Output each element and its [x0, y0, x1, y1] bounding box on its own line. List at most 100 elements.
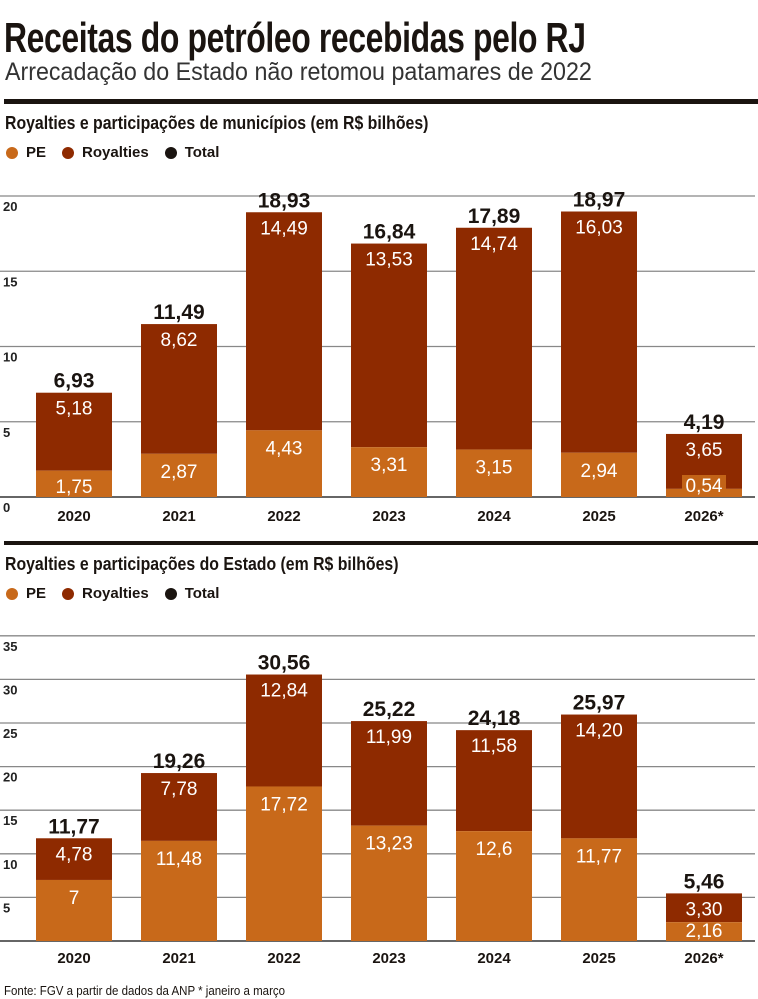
x-tick-label: 2026* [684, 508, 723, 525]
royalties-value-label: 4,78 [56, 844, 93, 865]
royalties-value-label: 13,53 [365, 250, 413, 271]
bar-royalties [456, 227, 532, 450]
royalties-value-label: 11,58 [471, 736, 517, 757]
bar-royalties [351, 243, 427, 448]
royalties-value-label: 11,99 [366, 727, 412, 748]
y-tick-label: 20 [3, 770, 17, 785]
royalties-value-label: 3,30 [686, 899, 723, 920]
pe-value-label: 3,31 [371, 455, 408, 476]
bar-royalties [456, 730, 532, 832]
royalties-value-label: 12,84 [260, 681, 308, 702]
legend-pe: PE [26, 585, 47, 602]
x-tick-label: 2026* [684, 950, 723, 967]
y-tick-label: 15 [3, 813, 17, 828]
x-tick-label: 2023 [372, 508, 405, 525]
bar-royalties [36, 838, 112, 880]
chart1-title: Royalties e participações de municípios … [5, 113, 429, 133]
x-tick-label: 2020 [57, 950, 90, 967]
bar-royalties [246, 212, 322, 431]
bar-pe [666, 922, 742, 941]
total-value-label: 30,56 [258, 652, 311, 675]
bar-royalties [246, 674, 322, 787]
total-value-label: 24,18 [468, 707, 521, 730]
pe-value-label: 2,94 [581, 461, 618, 482]
bar-royalties [561, 714, 637, 839]
pe-value-label: 1,75 [56, 477, 93, 498]
pe-value-label: 13,23 [365, 834, 413, 855]
bar-pe [36, 879, 112, 941]
royalties-value-label: 14,74 [470, 234, 518, 255]
total-value-label: 18,93 [258, 189, 311, 212]
pe-value-label: 0,54 [686, 476, 723, 497]
y-tick-label: 10 [3, 350, 17, 365]
section-rule [4, 541, 758, 545]
chart2-title: Royalties e participações do Estado (em … [5, 554, 399, 574]
bar-pe [141, 453, 217, 497]
royalties-value-label: 5,18 [56, 399, 93, 420]
pe-value-label: 11,48 [156, 849, 202, 870]
pe-value-label: 2,16 [686, 921, 723, 942]
x-tick-label: 2025 [582, 508, 615, 525]
y-tick-label: 0 [3, 500, 10, 515]
y-tick-label: 30 [3, 682, 17, 697]
total-value-label: 19,26 [153, 750, 206, 773]
bar-royalties [36, 392, 112, 471]
bar-royalties [351, 721, 427, 826]
total-value-label: 25,97 [573, 692, 626, 715]
total-value-label: 17,89 [468, 205, 521, 228]
pe-label-box [682, 475, 726, 495]
pe-value-label: 7 [69, 888, 80, 909]
total-value-label: 6,93 [54, 370, 95, 393]
royalties-value-label: 16,03 [575, 218, 623, 239]
source-footer: Fonte: FGV a partir de dados da ANP * ja… [4, 984, 286, 998]
royalties-value-label: 14,49 [260, 218, 308, 239]
y-tick-label: 20 [3, 199, 17, 214]
pe-value-label: 4,43 [266, 438, 303, 459]
legend-royalties: Royalties [82, 585, 149, 602]
chart1-legend: PE Royalties Total [6, 144, 219, 161]
pe-value-label: 12,6 [476, 839, 513, 860]
legend-pe: PE [26, 144, 47, 161]
x-tick-label: 2022 [267, 508, 300, 525]
total-value-label: 11,77 [48, 815, 99, 838]
x-tick-label: 2025 [582, 950, 615, 967]
y-tick-label: 10 [3, 857, 17, 872]
y-tick-label: 5 [3, 425, 10, 440]
x-tick-label: 2023 [372, 950, 405, 967]
legend-total: Total [184, 144, 220, 161]
chart2-legend: PE Royalties Total [6, 585, 219, 602]
bar-pe [141, 840, 217, 941]
total-value-label: 25,22 [363, 698, 416, 721]
bar-royalties [141, 324, 217, 454]
royalties-value-label: 7,78 [161, 779, 198, 800]
bar-pe [351, 825, 427, 941]
total-value-label: 18,97 [573, 189, 626, 212]
x-tick-label: 2024 [477, 508, 511, 525]
bar-pe [36, 470, 112, 497]
royalties-legend-dot-icon [62, 146, 75, 159]
x-tick-label: 2021 [162, 508, 195, 525]
bar-pe [561, 452, 637, 497]
pe-value-label: 17,72 [260, 794, 308, 815]
bar-pe [456, 831, 532, 941]
page-subtitle: Arrecadação do Estado não retomou patama… [5, 58, 592, 86]
bar-royalties [141, 773, 217, 841]
bar-royalties [666, 893, 742, 923]
bar-pe [561, 838, 637, 941]
y-tick-label: 35 [3, 639, 17, 654]
legend-royalties: Royalties [82, 144, 149, 161]
pe-legend-dot-icon [6, 587, 18, 600]
bar-pe [246, 786, 322, 941]
royalties-value-label: 3,65 [686, 440, 723, 461]
total-value-label: 16,84 [363, 221, 416, 244]
section-rule [4, 99, 758, 104]
legend-total: Total [184, 585, 220, 602]
bar-pe [456, 449, 532, 497]
x-tick-label: 2021 [162, 950, 195, 967]
y-tick-label: 25 [3, 726, 17, 741]
royalties-value-label: 8,62 [161, 330, 198, 351]
y-tick-label: 5 [3, 900, 10, 915]
bar-pe [246, 430, 322, 497]
